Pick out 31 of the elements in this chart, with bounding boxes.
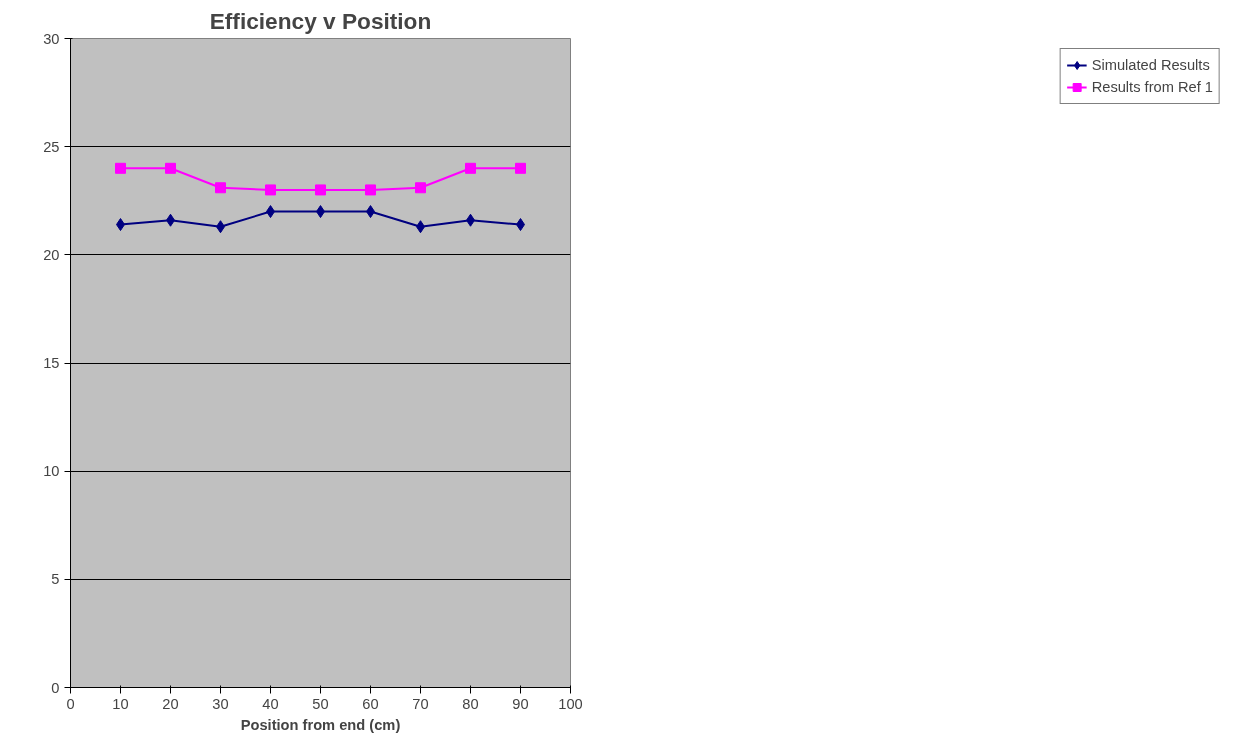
point xyxy=(265,184,276,196)
x-tick-label: 50 xyxy=(312,695,329,712)
x-tick-label: 60 xyxy=(362,695,379,712)
y-tick-label: 30 xyxy=(43,30,60,47)
point xyxy=(215,182,226,194)
point xyxy=(315,184,326,196)
y-tick-label: 25 xyxy=(43,138,60,155)
point xyxy=(165,162,176,174)
point xyxy=(115,162,126,174)
chart-title: Efficiency v Position xyxy=(209,7,432,34)
x-axis-title: Position from end (cm) xyxy=(240,716,401,733)
x-tick-label: 30 xyxy=(212,695,229,712)
y-tick-label: 20 xyxy=(43,246,60,263)
x-tick-label: 0 xyxy=(66,695,75,712)
point xyxy=(515,162,526,174)
x-tick-label: 70 xyxy=(412,695,429,712)
y-tick-label: 15 xyxy=(43,355,60,371)
point xyxy=(465,162,476,174)
x-tick-label: 20 xyxy=(162,695,179,712)
point xyxy=(415,182,426,194)
x-tick-label: 10 xyxy=(112,695,129,712)
y-tick-label: 5 xyxy=(51,571,60,588)
legend-label: Simulated Results xyxy=(1091,57,1210,73)
legend-label: Results from Ref 1 xyxy=(1091,79,1213,95)
x-tick-label: 90 xyxy=(512,695,529,712)
y-tick-label: 10 xyxy=(43,463,60,480)
point xyxy=(365,184,376,196)
x-tick-label: 40 xyxy=(262,695,279,712)
x-tick-label: 80 xyxy=(462,695,479,712)
x-tick-label: 100 xyxy=(558,695,583,712)
y-tick-label: 0 xyxy=(51,679,60,696)
